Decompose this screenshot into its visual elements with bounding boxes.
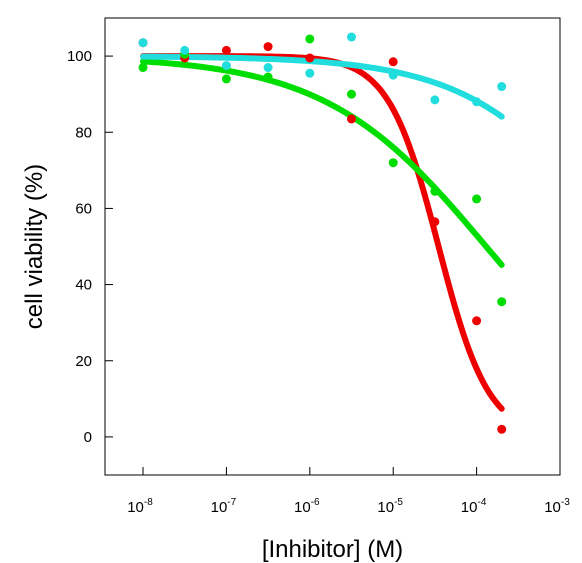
- fit-curve-0: [140, 53, 505, 412]
- data-point-s0-6: [388, 57, 398, 67]
- data-point-s0-4: [305, 53, 315, 63]
- x-tick-label-4: 10-4: [461, 497, 487, 516]
- data-point-s1-7: [430, 186, 440, 196]
- y-tick-label-1: 20: [75, 353, 92, 370]
- data-point-s1-0: [138, 63, 148, 73]
- data-point-s2-6: [388, 70, 398, 80]
- data-point-s2-0: [138, 38, 148, 48]
- data-point-s1-8: [472, 194, 482, 204]
- data-point-s2-3: [263, 63, 273, 73]
- data-point-s1-2: [221, 74, 231, 84]
- x-tick-label-2: 10-6: [294, 497, 320, 516]
- x-tick-label-5: 10-3: [544, 497, 570, 516]
- x-axis-title: [Inhibitor] (M): [262, 536, 403, 563]
- data-point-s2-5: [346, 32, 356, 42]
- data-point-s0-8: [472, 316, 482, 326]
- y-tick-label-0: 0: [84, 429, 92, 446]
- plot-frame: [104, 17, 561, 476]
- y-tick-label-5: 100: [67, 48, 92, 65]
- y-tick-label-2: 40: [75, 277, 92, 294]
- data-point-s2-1: [180, 45, 190, 55]
- data-point-s0-9: [497, 424, 507, 434]
- data-point-s0-3: [263, 42, 273, 52]
- data-point-s1-3: [263, 72, 273, 82]
- ticks: 10-8 10-7 10-6 10-5 10-4 10-3 0 20 40 60 80 100: [67, 48, 570, 516]
- data-point-s0-7: [430, 217, 440, 227]
- data-point-s2-2: [221, 61, 231, 71]
- data-point-s1-9: [497, 297, 507, 307]
- data-point-s0-2: [221, 45, 231, 55]
- fit-curves: [140, 53, 505, 412]
- axes: [104, 17, 561, 476]
- data-point-s1-4: [305, 34, 315, 44]
- x-tick-label-0: 10-8: [127, 497, 153, 516]
- data-points: [138, 32, 507, 434]
- data-point-s1-5: [346, 89, 356, 99]
- x-tick-label-1: 10-7: [211, 497, 237, 516]
- data-point-s2-9: [497, 82, 507, 92]
- y-axis-title: cell viability (%): [21, 164, 48, 329]
- y-tick-label-3: 60: [75, 200, 92, 217]
- data-point-s2-8: [472, 97, 482, 107]
- data-point-s0-5: [346, 114, 356, 124]
- data-point-s2-4: [305, 68, 315, 78]
- data-point-s2-7: [430, 95, 440, 105]
- x-tick-label-3: 10-5: [377, 497, 403, 516]
- fit-curve-2: [140, 53, 505, 120]
- y-tick-label-4: 80: [75, 124, 92, 141]
- fit-curve-1: [140, 58, 505, 268]
- data-point-s1-6: [388, 158, 398, 168]
